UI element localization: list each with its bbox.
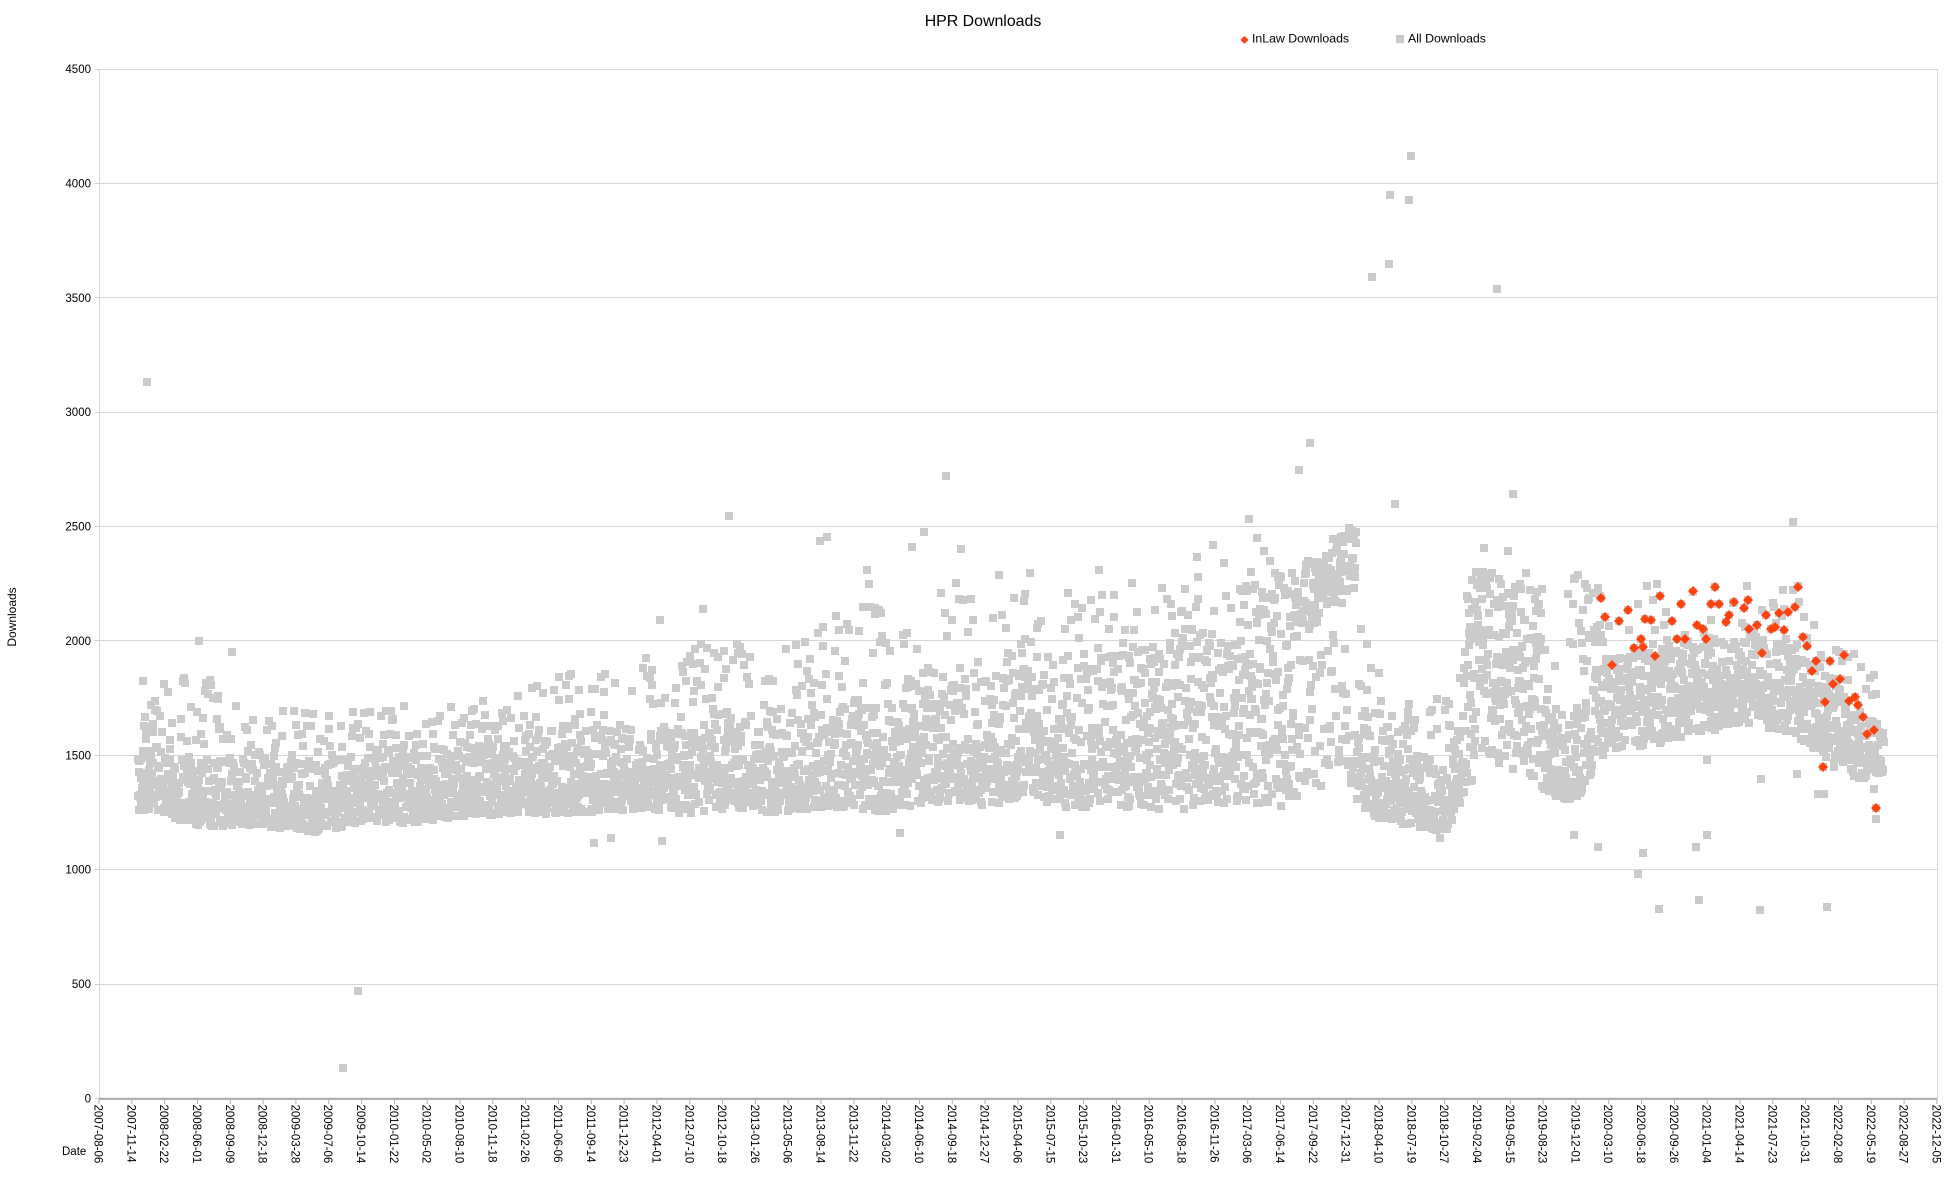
svg-text:4500: 4500 (65, 64, 91, 76)
svg-text:2013-08-14: 2013-08-14 (814, 1105, 826, 1164)
svg-text:All Downloads: All Downloads (1408, 32, 1486, 46)
svg-text:2010-05-02: 2010-05-02 (420, 1105, 432, 1164)
svg-text:2007-08-06: 2007-08-06 (92, 1105, 104, 1164)
svg-text:2017-03-06: 2017-03-06 (1240, 1105, 1252, 1164)
svg-text:InLaw Downloads: InLaw Downloads (1252, 32, 1349, 46)
svg-text:2500: 2500 (65, 522, 91, 534)
svg-text:2016-08-18: 2016-08-18 (1175, 1105, 1187, 1164)
svg-text:2018-10-27: 2018-10-27 (1437, 1105, 1449, 1164)
svg-text:2010-01-22: 2010-01-22 (387, 1105, 399, 1164)
svg-text:4000: 4000 (65, 179, 91, 191)
svg-text:2008-02-22: 2008-02-22 (157, 1105, 169, 1164)
svg-text:2016-11-26: 2016-11-26 (1207, 1105, 1219, 1163)
svg-text:Downloads: Downloads (5, 587, 19, 646)
svg-text:2022-02-08: 2022-02-08 (1831, 1105, 1843, 1164)
svg-text:2012-10-18: 2012-10-18 (715, 1105, 727, 1164)
svg-text:1500: 1500 (65, 750, 91, 762)
svg-text:2020-09-26: 2020-09-26 (1667, 1105, 1679, 1164)
svg-text:2017-12-31: 2017-12-31 (1339, 1105, 1351, 1164)
svg-text:2014-12-27: 2014-12-27 (978, 1105, 990, 1164)
svg-text:2012-04-01: 2012-04-01 (649, 1105, 661, 1164)
svg-text:2008-09-09: 2008-09-09 (223, 1105, 235, 1164)
svg-text:2021-01-04: 2021-01-04 (1700, 1105, 1712, 1164)
svg-text:3500: 3500 (65, 293, 91, 305)
svg-text:2008-12-18: 2008-12-18 (256, 1105, 268, 1164)
svg-text:2009-03-28: 2009-03-28 (288, 1105, 300, 1164)
svg-text:2017-09-22: 2017-09-22 (1306, 1105, 1318, 1164)
svg-text:2018-04-10: 2018-04-10 (1372, 1105, 1384, 1164)
svg-text:2007-11-14: 2007-11-14 (124, 1105, 136, 1164)
svg-text:2014-06-10: 2014-06-10 (912, 1105, 924, 1164)
svg-text:2021-10-31: 2021-10-31 (1798, 1105, 1810, 1164)
svg-text:HPR Downloads: HPR Downloads (925, 13, 1042, 30)
svg-text:2011-06-06: 2011-06-06 (551, 1105, 563, 1163)
svg-text:2019-08-23: 2019-08-23 (1536, 1105, 1548, 1164)
svg-text:3000: 3000 (65, 407, 91, 419)
svg-text:2014-03-02: 2014-03-02 (879, 1105, 891, 1164)
svg-text:2000: 2000 (65, 636, 91, 648)
svg-text:2011-09-14: 2011-09-14 (584, 1105, 596, 1164)
svg-text:2011-12-23: 2011-12-23 (617, 1105, 629, 1163)
svg-text:2008-06-01: 2008-06-01 (190, 1105, 202, 1164)
svg-text:2013-05-06: 2013-05-06 (781, 1105, 793, 1164)
svg-text:2013-01-26: 2013-01-26 (748, 1105, 760, 1164)
svg-text:2014-09-18: 2014-09-18 (945, 1105, 957, 1164)
svg-text:2022-05-19: 2022-05-19 (1864, 1105, 1876, 1164)
svg-text:2022-08-27: 2022-08-27 (1897, 1105, 1909, 1164)
svg-text:2019-02-04: 2019-02-04 (1470, 1105, 1482, 1164)
svg-text:2022-12-05: 2022-12-05 (1929, 1105, 1941, 1164)
svg-text:0: 0 (85, 1094, 91, 1106)
svg-text:2010-08-10: 2010-08-10 (453, 1105, 465, 1164)
svg-text:2010-11-18: 2010-11-18 (485, 1105, 497, 1163)
svg-text:2020-06-18: 2020-06-18 (1634, 1105, 1646, 1164)
svg-text:2021-07-23: 2021-07-23 (1765, 1105, 1777, 1164)
svg-text:2019-05-15: 2019-05-15 (1503, 1105, 1515, 1164)
svg-text:2016-05-10: 2016-05-10 (1142, 1105, 1154, 1164)
svg-text:2015-04-06: 2015-04-06 (1011, 1105, 1023, 1164)
svg-text:1000: 1000 (65, 865, 91, 877)
svg-text:2016-01-31: 2016-01-31 (1109, 1105, 1121, 1164)
svg-text:2012-07-10: 2012-07-10 (682, 1105, 694, 1164)
svg-text:2021-04-14: 2021-04-14 (1733, 1105, 1745, 1164)
svg-text:2017-06-14: 2017-06-14 (1273, 1105, 1285, 1164)
svg-text:2018-07-19: 2018-07-19 (1404, 1105, 1416, 1164)
svg-text:2009-10-14: 2009-10-14 (354, 1105, 366, 1164)
svg-text:2020-03-10: 2020-03-10 (1601, 1105, 1613, 1164)
svg-text:2009-07-06: 2009-07-06 (321, 1105, 333, 1164)
svg-text:2019-12-01: 2019-12-01 (1568, 1105, 1580, 1164)
svg-text:2015-07-15: 2015-07-15 (1043, 1105, 1055, 1164)
svg-text:2011-02-26: 2011-02-26 (518, 1105, 530, 1163)
svg-text:500: 500 (72, 979, 91, 991)
svg-text:2013-11-22: 2013-11-22 (846, 1105, 858, 1163)
svg-text:2015-10-23: 2015-10-23 (1076, 1105, 1088, 1164)
svg-text:Date: Date (62, 1146, 86, 1158)
